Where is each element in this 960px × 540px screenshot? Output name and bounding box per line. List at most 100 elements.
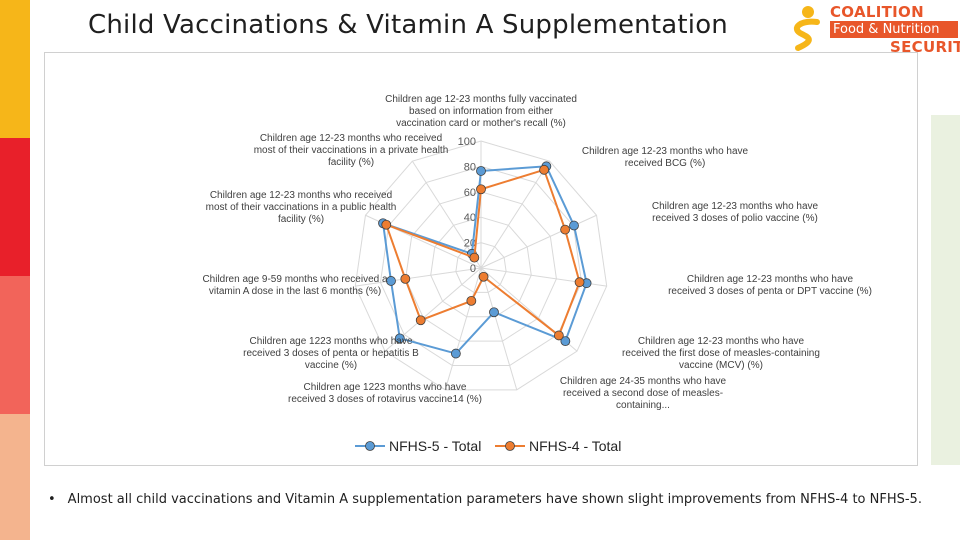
tick-label: 80 (464, 161, 476, 173)
grid-spoke (480, 267, 518, 390)
accent-yellow (0, 0, 30, 138)
category-label: Children age 12-23 months who have receiv… (582, 146, 749, 169)
legend-swatch-marker (505, 441, 515, 451)
data-point (450, 348, 461, 359)
chart-legend: NFHS-5 - Total NFHS-4 - Total (355, 438, 621, 454)
grid-ring (379, 165, 583, 366)
category-label-line: Children age 12-23 months who have (582, 146, 749, 157)
category-label-line: most of their vaccinations in a private … (254, 145, 449, 156)
category-label: Children age 1223 months who have receive… (243, 336, 419, 371)
category-label-line: vaccine (%) (305, 360, 357, 371)
category-label: Children age 12-23 months who have receiv… (668, 274, 872, 297)
legend-label: NFHS-5 - Total (389, 438, 481, 454)
radar-chart-area: 0 20 40 60 80 100 Children age 12-23 months f… (44, 52, 918, 466)
data-point (553, 330, 564, 341)
summary-bullet: • Almost all child vaccinations and Vitam… (48, 492, 922, 507)
accent-peach (0, 414, 30, 540)
data-point (466, 296, 477, 306)
series-nfhs-4 (381, 164, 585, 341)
radar-grid (354, 140, 608, 391)
category-label: Children age 1223 months who have receive… (288, 382, 482, 405)
data-point (560, 224, 571, 235)
data-point (539, 164, 549, 175)
bullet-dot-icon: • (48, 492, 56, 507)
legend-entry: NFHS-5 - Total (355, 438, 481, 454)
tick-label: 40 (464, 212, 476, 224)
radar-series (378, 161, 592, 359)
category-label-line: Children age 24-35 months who have (560, 376, 727, 387)
category-label-line: received the first dose of measles-conta… (622, 348, 820, 359)
series-line (384, 168, 581, 338)
logo-line-3: SECURITY (890, 38, 960, 56)
category-label-line: Children age 9-59 months who received a (202, 274, 388, 285)
category-label-line: vaccine (MCV) (%) (679, 360, 763, 371)
tick-label: 0 (470, 263, 476, 275)
radar-category-labels: Children age 12-23 months fully vaccinat… (202, 94, 871, 411)
data-point (400, 273, 411, 284)
data-point (569, 220, 579, 231)
category-label-line: containing... (616, 400, 670, 411)
category-label-line: Children age 1223 months who have (304, 382, 467, 393)
category-label: Children age 24-35 months who have receiv… (560, 376, 727, 411)
accent-coral (0, 276, 30, 414)
category-label-line: vitamin A dose in the last 6 months (%) (209, 286, 381, 297)
category-label-line: received a second dose of measles- (563, 388, 723, 399)
data-point (560, 336, 571, 347)
category-label: Children age 12-23 months who received mo… (254, 133, 449, 168)
data-point (489, 307, 499, 318)
data-point (386, 276, 396, 286)
tick-label: 100 (458, 136, 476, 148)
category-label-line: Children age 12-23 months who received (210, 190, 392, 201)
category-label-line: received 3 doses of rotavirus vaccine14 … (288, 394, 482, 405)
data-point (574, 277, 585, 288)
grid-spoke (444, 267, 482, 390)
accent-red (0, 138, 30, 276)
category-label-line: received 3 doses of penta or hepatitis B (243, 348, 419, 359)
left-accent-bar (0, 0, 30, 540)
category-label-line: received BCG (%) (625, 158, 706, 169)
logo-mark-icon (793, 6, 820, 51)
grid-spoke (355, 267, 482, 287)
data-point (381, 219, 392, 230)
category-label-line: facility (%) (278, 214, 324, 225)
tick-label: 60 (464, 187, 476, 199)
logo-line-2: Food & Nutrition (830, 21, 958, 38)
legend-label: NFHS-4 - Total (529, 438, 621, 454)
slide-title: Child Vaccinations & Vitamin A Supplemen… (88, 10, 728, 40)
grid-ring (405, 191, 557, 342)
category-label: Children age 12-23 months fully vaccinat… (385, 94, 577, 129)
series-line (381, 165, 588, 355)
category-label: Children age 12-23 months who received mo… (206, 190, 397, 225)
side-panel (931, 115, 960, 465)
data-point (415, 315, 426, 326)
category-label-line: Children age 12-23 months fully vaccinat… (385, 94, 577, 105)
category-label-line: received 3 doses of polio vaccine (%) (652, 213, 818, 224)
data-point (394, 333, 405, 344)
data-point (478, 271, 489, 282)
data-point (476, 184, 486, 195)
category-label-line: Children age 1223 months who have (250, 336, 413, 347)
summary-text: Almost all child vaccinations and Vitami… (67, 492, 922, 507)
data-point (469, 252, 480, 263)
category-label: Children age 12-23 months who have receiv… (622, 336, 820, 371)
grid-spoke (480, 160, 551, 269)
logo-line-1: COALITION (830, 3, 924, 21)
category-label-line: Children age 12-23 months who received (260, 133, 442, 144)
coalition-logo: COALITION Food & Nutrition SECURITY (786, 2, 960, 56)
category-label-line: Children age 12-23 months who have (638, 336, 805, 347)
grid-ring (354, 140, 608, 391)
category-label-line: vaccination card or mother's recall (%) (396, 118, 566, 129)
category-label-line: facility (%) (328, 157, 374, 168)
category-label-line: Children age 12-23 months who have (687, 274, 854, 285)
grid-ring (455, 242, 507, 293)
category-label-line: received 3 doses of penta or DPT vaccine… (668, 286, 872, 297)
category-label-line: based on information from either (409, 106, 554, 117)
category-label: Children age 12-23 months who have receiv… (652, 201, 819, 224)
legend-entry: NFHS-4 - Total (495, 438, 621, 454)
category-label-line: most of their vaccinations in a public h… (206, 202, 397, 213)
category-label-line: Children age 12-23 months who have (652, 201, 819, 212)
data-point (476, 166, 486, 176)
